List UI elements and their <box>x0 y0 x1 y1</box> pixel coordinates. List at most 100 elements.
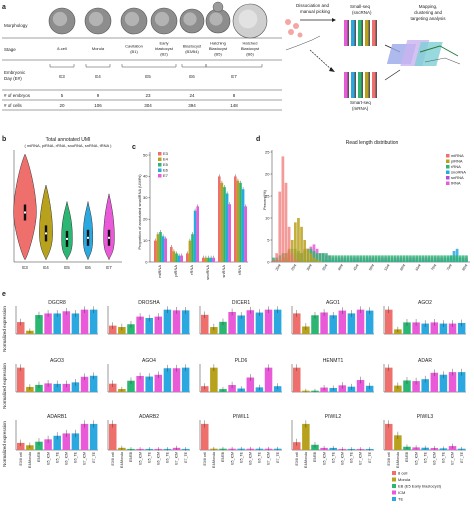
gene-bar <box>172 310 181 334</box>
sequencing-tube-edge <box>375 20 377 46</box>
gene-bar <box>403 322 411 334</box>
cell-dot <box>297 32 303 38</box>
gene-xtick: E5_ICM <box>46 452 50 465</box>
e-legend-swatch <box>392 471 396 475</box>
gene-bar <box>136 316 144 334</box>
gene-xtick: E5_TE <box>147 451 151 462</box>
c-legend-label: E3 <box>163 151 169 156</box>
d-bar-rRNA <box>421 255 425 262</box>
gene-bar <box>273 309 282 334</box>
stage-label: Cavitation <box>125 43 143 48</box>
d-bar-miRNA <box>290 253 294 262</box>
gene-xtick: E7_ICM <box>175 452 179 465</box>
sequencing-tube <box>358 20 362 46</box>
panel-c-label: c <box>132 144 136 151</box>
gene-bar <box>163 309 172 334</box>
gene-title: ADARB1 <box>47 414 67 420</box>
gene-bar <box>228 311 236 334</box>
d-bar-rRNA <box>437 255 440 262</box>
gene-bar <box>421 323 429 334</box>
gene-title: ADARB2 <box>139 414 159 420</box>
gene-title: DGCR8 <box>48 300 66 306</box>
d-bar-rRNA <box>384 255 387 262</box>
c-bar <box>236 180 240 262</box>
d-bar-miRNA <box>284 182 288 262</box>
gene-bar <box>219 321 227 334</box>
d-bar-miRNA <box>272 259 275 262</box>
d-bar-rRNA <box>409 255 412 262</box>
gene-title: PLD6 <box>235 358 248 364</box>
gene-bar <box>394 385 402 392</box>
c-bar <box>154 240 157 262</box>
gene-bar <box>293 442 301 450</box>
gene-xtick: E4/Morula <box>396 452 400 468</box>
smart-seq-label: Smart-seq <box>350 100 371 105</box>
workflow-diagram: Dissociation and manual picking Small-se… <box>285 3 461 111</box>
c-bar <box>220 182 224 262</box>
violin-title: Total annotated UMI <box>46 137 91 143</box>
gene-bar <box>53 313 61 334</box>
d-bar-rRNA <box>365 255 369 262</box>
c-bar <box>225 193 229 262</box>
embryo-count: 5 <box>61 93 64 98</box>
gene-bar <box>154 316 163 334</box>
panel-d-label: d <box>256 136 260 143</box>
gene-bar <box>403 380 411 392</box>
gene-bar <box>439 374 448 392</box>
gene-bar <box>320 312 328 334</box>
d-bar-rRNA <box>393 255 397 262</box>
cell-count: 20 <box>59 103 65 108</box>
gene-xtick: E4/Morula <box>212 452 216 468</box>
gene-bar <box>246 377 255 392</box>
violin-E4 <box>39 184 53 261</box>
pipette-icon <box>285 35 321 51</box>
c-bar <box>223 187 226 262</box>
d-title: Read length distribution <box>346 140 399 146</box>
gene-xtick: E5_ICM <box>322 452 326 465</box>
gene-xtick: E4/Morula <box>120 452 124 468</box>
d-bar-miRNA <box>278 191 282 262</box>
c-ytick: 20 <box>143 217 148 222</box>
d-bar-rRNA <box>381 255 384 262</box>
gene-bar <box>356 380 365 392</box>
gene-panel-pld6: PLD6 <box>199 358 282 393</box>
e-ylabel-row1: Normalized expression <box>2 306 7 352</box>
gene-xtick: E7_TE <box>368 451 372 462</box>
panel-d: d Read length distribution Percent(%) 0 5… <box>256 136 470 271</box>
d-bar-rRNA <box>359 255 363 262</box>
c-xtick: snRNA <box>221 265 226 278</box>
gene-bar <box>154 374 163 392</box>
c-bar <box>196 206 199 262</box>
violin-median <box>108 236 110 239</box>
gene-bar <box>457 372 466 392</box>
gene-title: ADAR <box>418 358 432 364</box>
gene-panel-adar: ADAR <box>383 358 466 393</box>
d-legend-swatch <box>446 181 450 185</box>
analysis-line2: clustering and <box>414 10 443 15</box>
workflow-step1-line2: manual picking <box>300 9 331 14</box>
c-legend-swatch <box>158 157 162 161</box>
d-legend-swatch <box>446 154 450 158</box>
e-legend-label: EB (E5 Early blastocyst) <box>398 484 442 489</box>
row-label-day-line1: Embryonic <box>4 70 26 75</box>
stage-label: Morula <box>92 46 105 51</box>
d-bar-rRNA <box>371 255 375 262</box>
row-label-embryos: # of embryos <box>4 93 31 98</box>
stage-label: blastocyst <box>155 46 174 51</box>
gene-bar <box>80 376 89 392</box>
violin-xtick: E5 <box>64 265 70 270</box>
gene-bar <box>365 310 374 334</box>
gene-xtick: E5_TE <box>423 451 427 462</box>
gene-panel-piwil2: PIWIL2 E3/8 cell E4/Morula E5/EB E5_ICM E5_TE… <box>291 414 374 468</box>
embryo-image-detail <box>183 12 197 26</box>
gene-title: PIWIL2 <box>325 414 342 420</box>
c-xtick: rRNA <box>189 265 194 275</box>
workflow-step1-line1: Dissociation and <box>296 3 330 8</box>
gene-xtick: E6_ICM <box>65 452 69 465</box>
day-label: E7 <box>231 74 237 79</box>
c-bar <box>159 232 162 262</box>
stage-label: Blastocyst <box>241 46 260 51</box>
d-bar-rRNA <box>368 255 372 262</box>
d-bar-rRNA <box>415 255 419 262</box>
gene-bar <box>210 327 218 334</box>
